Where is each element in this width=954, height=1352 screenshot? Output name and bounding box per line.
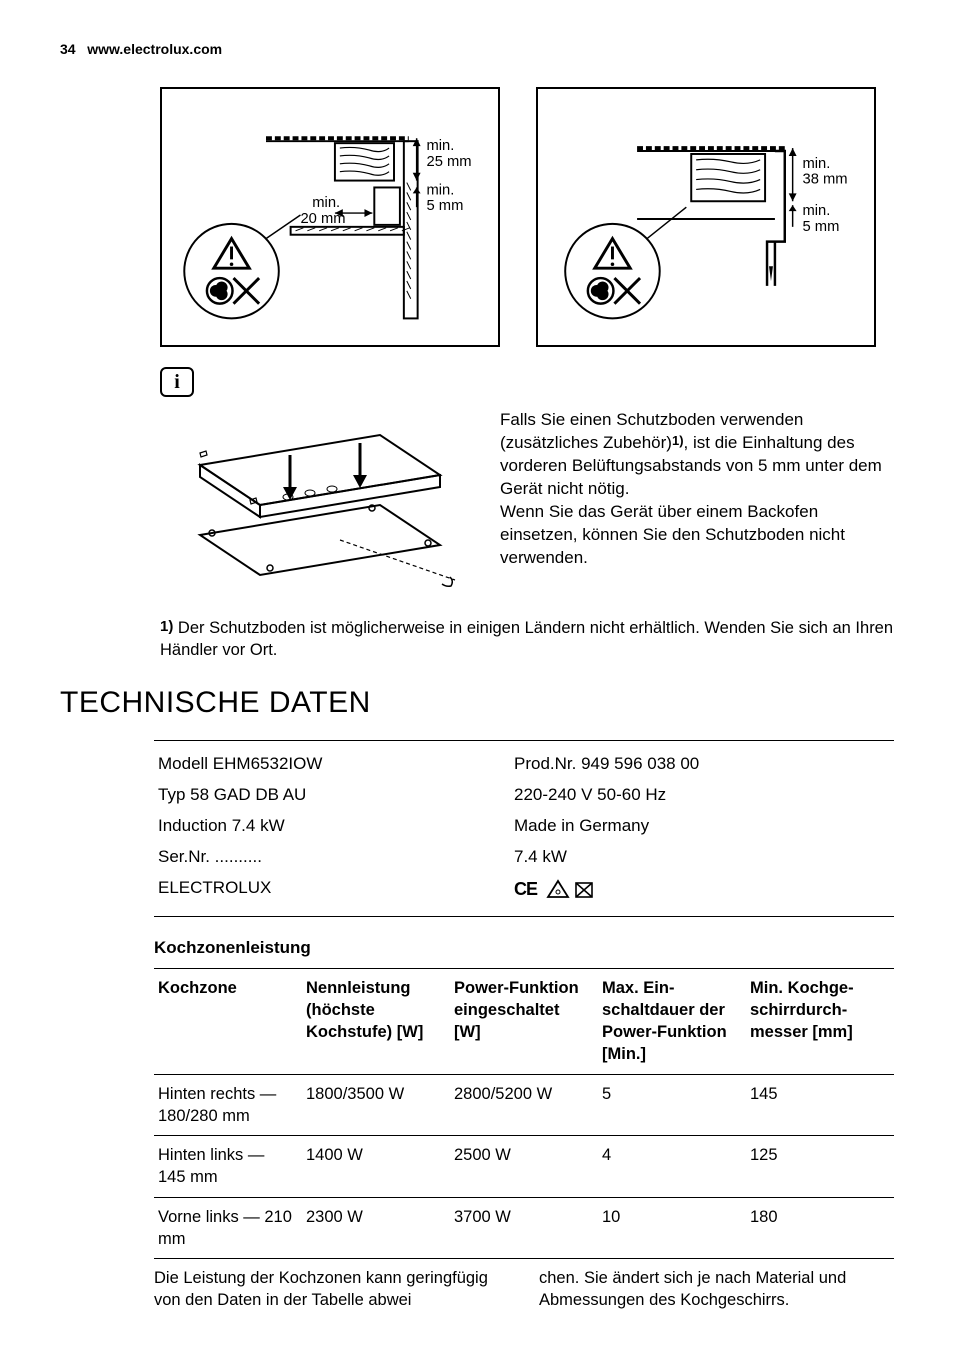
diagram-left-svg: min. 25 mm min. 5 mm min. 20 mm xyxy=(162,89,498,345)
table-cell: 180 xyxy=(746,1197,894,1259)
subsection-title: Kochzonenleistung xyxy=(154,937,894,960)
table-cell: 4 xyxy=(598,1136,746,1198)
table-row: Hinten rechts —180/280 mm1800/3500 W2800… xyxy=(154,1074,894,1136)
spec-table: Modell EHM6532IOWProd.Nr. 949 596 038 00… xyxy=(154,740,894,917)
installation-diagrams: min. 25 mm min. 5 mm min. 20 mm xyxy=(160,87,894,347)
spec-row: ELECTROLUXCE xyxy=(154,873,894,912)
zone-table-header: Kochzone xyxy=(154,968,302,1074)
spec-left: Modell EHM6532IOW xyxy=(158,753,514,776)
svg-text:5 mm: 5 mm xyxy=(802,219,839,235)
spec-left: Induction 7.4 kW xyxy=(158,815,514,838)
spec-row: Induction 7.4 kWMade in Germany xyxy=(154,811,894,842)
diagram-right-svg: min. 38 mm min. 5 mm xyxy=(538,89,874,345)
protection-row: Falls Sie einen Schutzboden verwenden (z… xyxy=(160,405,894,595)
spec-left: Typ 58 GAD DB AU xyxy=(158,784,514,807)
table-cell: 2300 W xyxy=(302,1197,450,1259)
spec-right: Prod.Nr. 949 596 038 00 xyxy=(514,753,890,776)
footnote-text: Der Schutzboden ist möglicherweise in ei… xyxy=(160,619,893,659)
spec-row: Modell EHM6532IOWProd.Nr. 949 596 038 00 xyxy=(154,749,894,780)
svg-text:min.: min. xyxy=(426,182,454,198)
page-number: 34 xyxy=(60,41,76,57)
table-cell: 3700 W xyxy=(450,1197,598,1259)
header-url: www.electrolux.com xyxy=(87,41,222,57)
table-cell: 125 xyxy=(746,1136,894,1198)
table-cell: 1800/3500 W xyxy=(302,1074,450,1136)
svg-text:min.: min. xyxy=(802,203,830,219)
table-cell: Vorne links — 210 mm xyxy=(154,1197,302,1259)
bottom-note-left: Die Leistung der Kochzonen kann geringfü… xyxy=(154,1267,509,1312)
svg-text:20 mm: 20 mm xyxy=(300,211,345,227)
table-cell: Hinten rechts —180/280 mm xyxy=(154,1074,302,1136)
zone-table-header: Power-Funk­tion einge­schaltet [W] xyxy=(450,968,598,1074)
table-row: Hinten links — 145 mm1400 W2500 W4125 xyxy=(154,1136,894,1198)
protection-sup: 1) xyxy=(672,433,684,448)
footnote-num: 1) xyxy=(160,618,173,635)
diagram-right: min. 38 mm min. 5 mm xyxy=(536,87,876,347)
svg-text:min.: min. xyxy=(426,138,454,154)
section-title: TECHNISCHE DATEN xyxy=(60,683,894,724)
svg-text:E: E xyxy=(526,879,538,899)
table-cell: 145 xyxy=(746,1074,894,1136)
protection-text: Falls Sie einen Schutzboden verwenden (z… xyxy=(500,405,894,595)
zone-table-header: Nennleistung (höchste Kochstufe) [W] xyxy=(302,968,450,1074)
table-cell: 1400 W xyxy=(302,1136,450,1198)
svg-text:38 mm: 38 mm xyxy=(802,171,847,187)
zone-table-header: Min. Kochge­schirrdurch­messer [mm] xyxy=(746,968,894,1074)
spec-left: Ser.Nr. .......... xyxy=(158,846,514,869)
protection-p2: Wenn Sie das Gerät über einem Backofen e… xyxy=(500,502,845,567)
protection-diagram xyxy=(160,405,470,595)
spec-right: 220-240 V 50-60 Hz xyxy=(514,784,890,807)
svg-text:25 mm: 25 mm xyxy=(426,154,471,170)
spec-right: 7.4 kW xyxy=(514,846,890,869)
table-cell: Hinten links — 145 mm xyxy=(154,1136,302,1198)
zone-table-head-row: KochzoneNennleistung (höchste Kochstufe)… xyxy=(154,968,894,1074)
bottom-note: Die Leistung der Kochzonen kann geringfü… xyxy=(154,1267,894,1312)
info-icon-wrap: i xyxy=(160,367,894,397)
page-header: 34 www.electrolux.com xyxy=(60,40,894,59)
table-cell: 10 xyxy=(598,1197,746,1259)
svg-text:min.: min. xyxy=(802,156,830,172)
footnote: 1) Der Schutzboden ist möglicherweise in… xyxy=(160,617,894,662)
table-cell: 2500 W xyxy=(450,1136,598,1198)
spec-row: Typ 58 GAD DB AU220-240 V 50-60 Hz xyxy=(154,780,894,811)
info-icon: i xyxy=(160,367,194,397)
table-cell: 5 xyxy=(598,1074,746,1136)
zone-table-header: Max. Ein­schaltdauer der Power-Funktion … xyxy=(598,968,746,1074)
spec-right: Made in Germany xyxy=(514,815,890,838)
bottom-note-right: chen. Sie ändert sich je nach Material u… xyxy=(539,1267,894,1312)
svg-text:min.: min. xyxy=(312,195,340,211)
zone-table: KochzoneNennleistung (höchste Kochstufe)… xyxy=(154,968,894,1260)
table-cell: 2800/5200 W xyxy=(450,1074,598,1136)
spec-left: ELECTROLUX xyxy=(158,877,514,908)
table-row: Vorne links — 210 mm2300 W3700 W10180 xyxy=(154,1197,894,1259)
svg-text:5 mm: 5 mm xyxy=(426,198,463,214)
diagram-left: min. 25 mm min. 5 mm min. 20 mm xyxy=(160,87,500,347)
spec-right: CE xyxy=(514,877,890,908)
spec-row: Ser.Nr. ..........7.4 kW xyxy=(154,842,894,873)
